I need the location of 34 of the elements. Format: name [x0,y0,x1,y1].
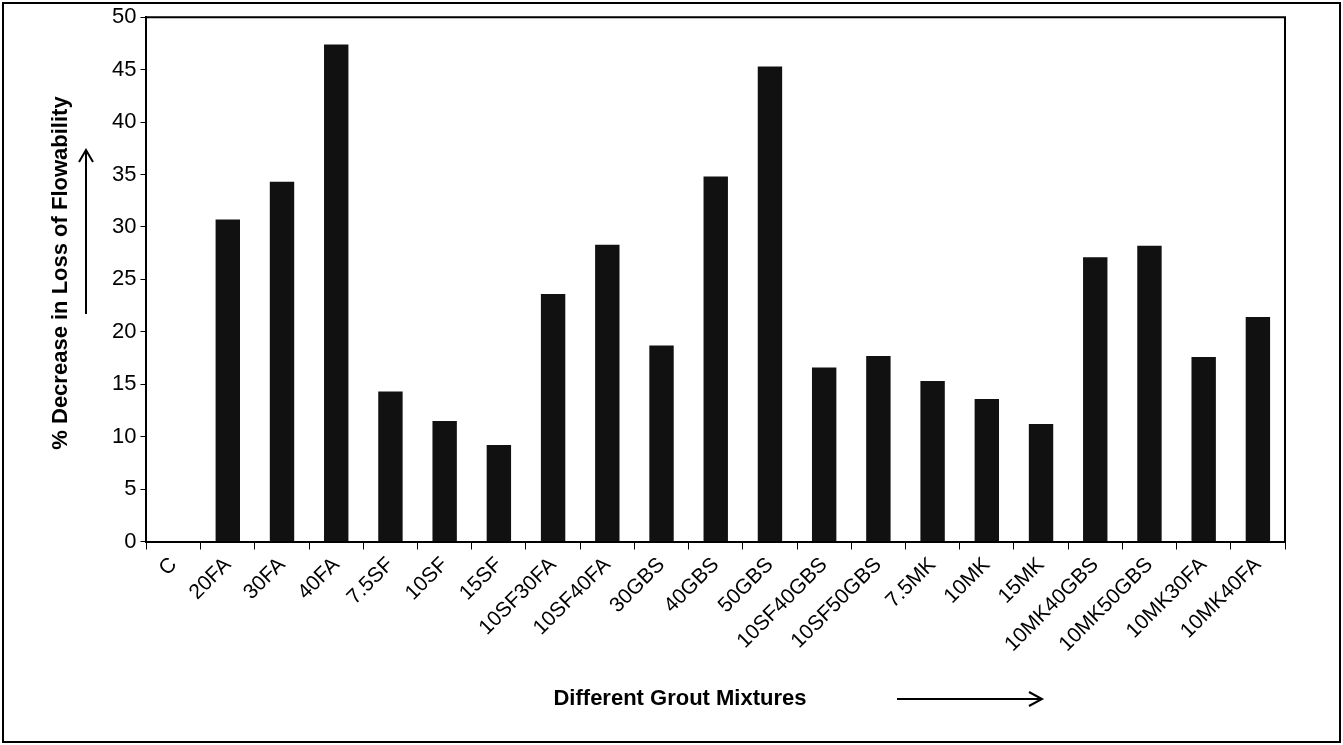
y-tick-label: 30 [111,212,137,238]
bar [1028,424,1054,542]
y-tick-label: 25 [111,265,137,291]
y-tick-label: 35 [111,160,137,186]
bar [378,391,403,542]
bar [540,294,566,542]
bar [595,244,620,542]
y-tick-label: 15 [111,370,137,396]
y-tick-label: 40 [111,108,137,134]
bar [649,345,674,542]
bar [811,367,837,542]
y-tick-label: 10 [111,422,137,448]
x-tick-label: C [153,552,181,580]
bar [1245,317,1271,542]
bar [1137,245,1162,542]
y-tick-label: 0 [124,527,137,553]
x-axis-title: Different Grout Mixtures [552,685,808,711]
bar [324,44,349,542]
bar [1083,257,1108,542]
y-tick-label: 50 [111,3,137,29]
bar [215,219,240,542]
bar [974,398,1000,542]
bar [703,176,728,542]
bar [1191,356,1216,542]
bar [486,445,512,542]
bar [866,355,891,542]
y-tick-label: 5 [124,475,137,501]
bar [920,381,945,542]
bar [269,181,295,542]
y-tick-label: 20 [111,317,137,343]
y-axis-title: % Decrease in Loss of Flowability [47,95,73,452]
bar [757,66,783,542]
y-tick-label: 45 [111,55,137,81]
bar [432,420,457,542]
